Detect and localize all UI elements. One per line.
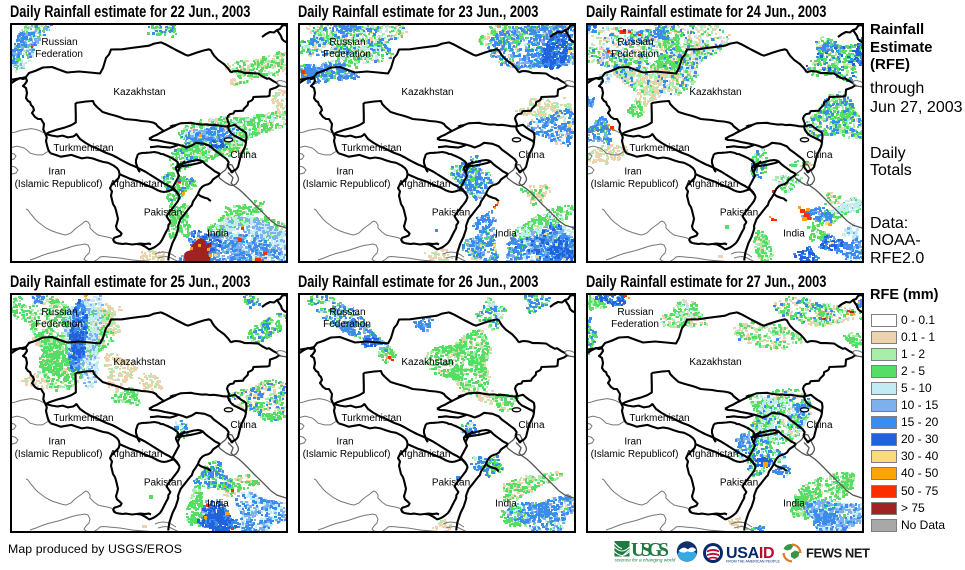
svg-text:Kazakhstan: Kazakhstan xyxy=(689,87,741,98)
svg-text:science for a changing world: science for a changing world xyxy=(615,558,676,564)
svg-text:Russian: Russian xyxy=(41,307,77,318)
svg-text:India: India xyxy=(495,499,517,510)
svg-text:FROM THE AMERICAN PEOPLE: FROM THE AMERICAN PEOPLE xyxy=(726,559,780,563)
svg-text:Pakistan: Pakistan xyxy=(432,208,470,219)
svg-text:China: China xyxy=(806,150,833,161)
svg-text:(Islamic Republicof): (Islamic Republicof) xyxy=(15,449,103,460)
svg-text:Afghanistan: Afghanistan xyxy=(110,449,163,460)
svg-text:Russian: Russian xyxy=(617,37,653,48)
svg-text:Turkmenistan: Turkmenistan xyxy=(629,413,689,424)
svg-text:(Islamic Republicof): (Islamic Republicof) xyxy=(591,179,679,190)
svg-text:Pakistan: Pakistan xyxy=(432,478,470,489)
svg-text:Kazakhstan: Kazakhstan xyxy=(113,87,165,98)
svg-text:Iran: Iran xyxy=(336,437,353,448)
svg-text:China: China xyxy=(518,150,545,161)
svg-text:Federation: Federation xyxy=(35,319,83,330)
svg-text:India: India xyxy=(783,499,805,510)
svg-text:Pakistan: Pakistan xyxy=(720,208,758,219)
svg-text:Iran: Iran xyxy=(48,437,65,448)
svg-text:China: China xyxy=(806,420,833,431)
svg-text:India: India xyxy=(207,229,229,240)
svg-text:India: India xyxy=(207,499,229,510)
svg-text:Pakistan: Pakistan xyxy=(720,478,758,489)
svg-text:China: China xyxy=(230,150,257,161)
svg-text:(Islamic Republicof): (Islamic Republicof) xyxy=(303,179,391,190)
svg-text:Federation: Federation xyxy=(611,319,659,330)
svg-text:Turkmenistan: Turkmenistan xyxy=(53,413,113,424)
svg-text:Russian: Russian xyxy=(329,37,365,48)
svg-text:Pakistan: Pakistan xyxy=(144,208,182,219)
svg-text:Kazakhstan: Kazakhstan xyxy=(689,357,741,368)
svg-text:(Islamic Republicof): (Islamic Republicof) xyxy=(303,449,391,460)
svg-text:Federation: Federation xyxy=(323,49,371,60)
svg-text:(Islamic Republicof): (Islamic Republicof) xyxy=(15,179,103,190)
svg-text:Turkmenistan: Turkmenistan xyxy=(341,413,401,424)
svg-text:Afghanistan: Afghanistan xyxy=(686,449,739,460)
svg-text:India: India xyxy=(783,229,805,240)
svg-text:Russian: Russian xyxy=(41,37,77,48)
svg-text:Russian: Russian xyxy=(617,307,653,318)
svg-text:India: India xyxy=(495,229,517,240)
svg-text:Afghanistan: Afghanistan xyxy=(110,179,163,190)
svg-text:Kazakhstan: Kazakhstan xyxy=(113,357,165,368)
svg-text:FEWS NET: FEWS NET xyxy=(806,546,870,561)
svg-text:USAID: USAID xyxy=(726,545,774,562)
svg-text:Iran: Iran xyxy=(624,437,641,448)
svg-text:Federation: Federation xyxy=(323,319,371,330)
svg-text:Russian: Russian xyxy=(329,307,365,318)
svg-text:Afghanistan: Afghanistan xyxy=(686,179,739,190)
svg-text:Turkmenistan: Turkmenistan xyxy=(629,143,689,154)
svg-text:(Islamic Republicof): (Islamic Republicof) xyxy=(591,449,679,460)
svg-text:Iran: Iran xyxy=(624,167,641,178)
svg-text:China: China xyxy=(230,420,257,431)
svg-text:USGS: USGS xyxy=(631,540,669,561)
svg-text:Iran: Iran xyxy=(336,167,353,178)
svg-text:Turkmenistan: Turkmenistan xyxy=(341,143,401,154)
svg-text:Afghanistan: Afghanistan xyxy=(398,449,451,460)
svg-text:Pakistan: Pakistan xyxy=(144,478,182,489)
svg-text:Federation: Federation xyxy=(611,49,659,60)
svg-text:Federation: Federation xyxy=(35,49,83,60)
svg-text:China: China xyxy=(518,420,545,431)
svg-text:Kazakhstan: Kazakhstan xyxy=(401,87,453,98)
svg-text:Afghanistan: Afghanistan xyxy=(398,179,451,190)
svg-text:Kazakhstan: Kazakhstan xyxy=(401,357,453,368)
svg-text:Turkmenistan: Turkmenistan xyxy=(53,143,113,154)
svg-text:Iran: Iran xyxy=(48,167,65,178)
